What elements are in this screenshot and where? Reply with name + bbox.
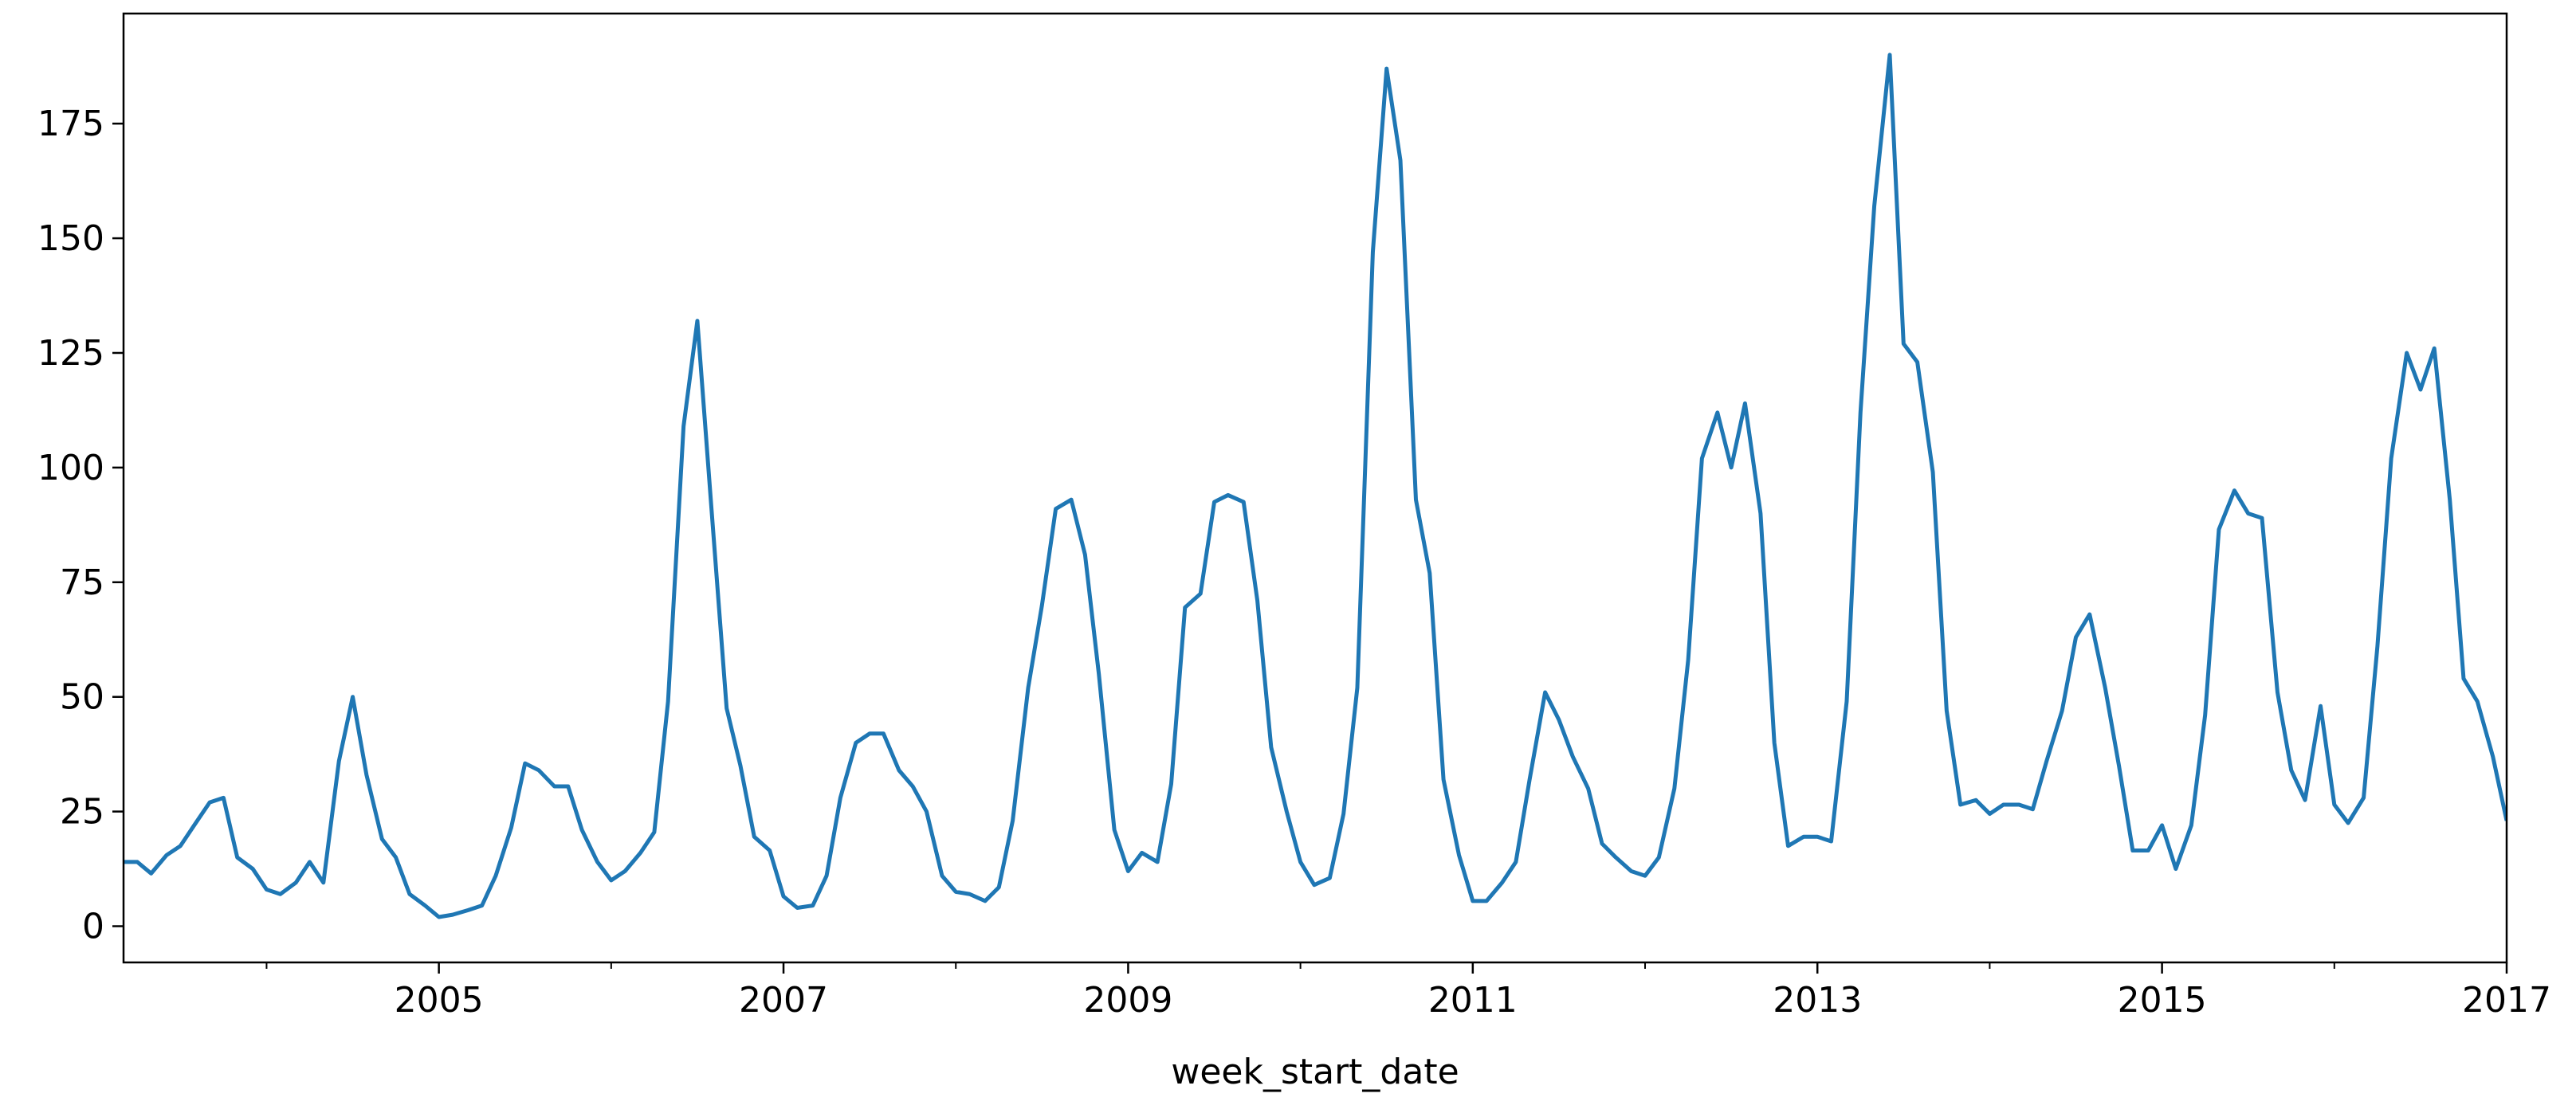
plot-frame	[122, 12, 2508, 964]
y-tick-label: 50	[60, 677, 104, 718]
y-tick-label: 75	[60, 562, 104, 603]
y-tick-label: 150	[37, 218, 104, 259]
y-tick-label: 0	[82, 907, 104, 947]
x-tick-label: 2017	[2462, 980, 2551, 1021]
x-tick-label: 2015	[2118, 980, 2207, 1021]
x-tick-label: 2013	[1773, 980, 1862, 1021]
x-tick-label: 2009	[1083, 980, 1172, 1021]
x-tick-label: 2011	[1428, 980, 1518, 1021]
data-line	[124, 53, 2507, 919]
x-tick-label: 2005	[395, 980, 484, 1021]
x-axis-label: week_start_date	[1171, 1052, 1459, 1092]
x-tick-label: 2007	[739, 980, 828, 1021]
y-tick-label: 175	[37, 104, 104, 144]
y-tick-label: 25	[60, 792, 104, 833]
y-tick-label: 100	[37, 448, 104, 488]
y-tick-label: 125	[37, 333, 104, 374]
